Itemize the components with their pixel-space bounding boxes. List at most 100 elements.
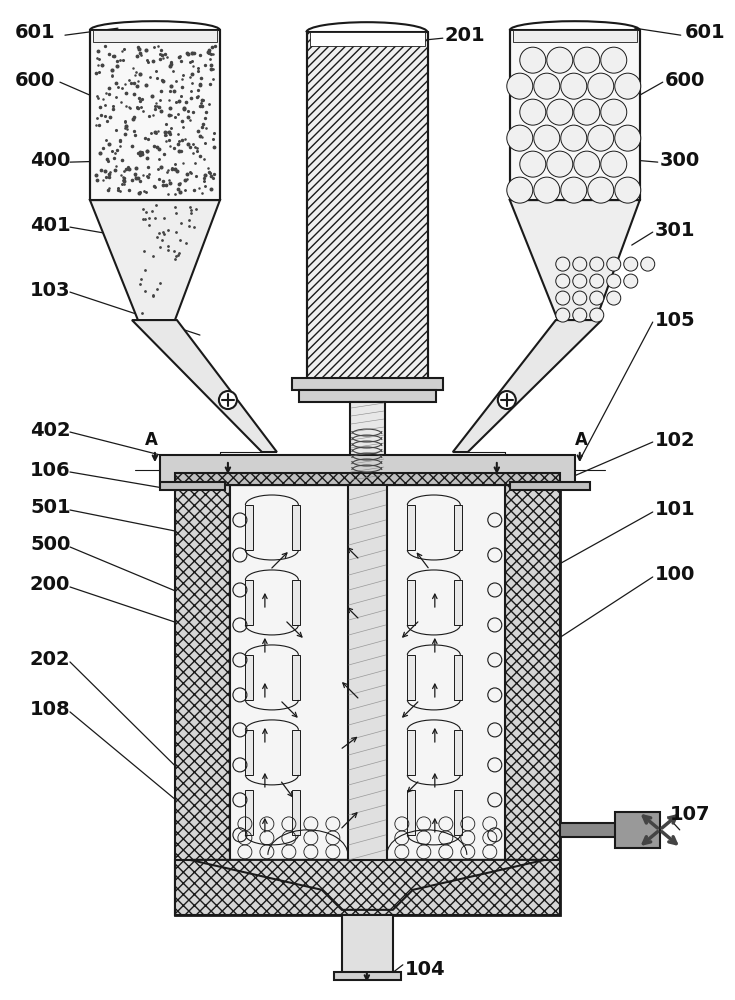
Bar [348, 485, 387, 860]
Bar [453, 580, 462, 625]
Text: 106: 106 [30, 461, 71, 480]
Bar [245, 580, 253, 625]
Text: 107: 107 [670, 805, 710, 824]
Bar [453, 655, 462, 700]
Circle shape [588, 125, 614, 151]
Circle shape [520, 99, 546, 125]
Polygon shape [190, 860, 545, 910]
Text: 101: 101 [655, 500, 695, 519]
Circle shape [573, 308, 587, 322]
Bar [292, 730, 300, 775]
Circle shape [600, 151, 627, 177]
Bar [453, 505, 462, 550]
Circle shape [600, 47, 627, 73]
Text: 105: 105 [655, 311, 695, 330]
Text: A: A [145, 431, 158, 449]
Bar [407, 790, 415, 835]
Circle shape [589, 274, 603, 288]
Circle shape [573, 274, 587, 288]
Circle shape [624, 257, 638, 271]
Bar [230, 485, 505, 860]
Circle shape [534, 73, 560, 99]
Circle shape [614, 177, 641, 203]
Circle shape [507, 125, 533, 151]
Text: 501: 501 [30, 498, 71, 517]
Circle shape [520, 47, 546, 73]
Circle shape [561, 177, 587, 203]
Bar [310, 32, 425, 46]
Text: 108: 108 [30, 700, 71, 719]
Bar [510, 30, 639, 200]
Bar [245, 655, 253, 700]
Circle shape [588, 177, 614, 203]
Bar [407, 730, 415, 775]
Bar [160, 455, 575, 485]
Bar [299, 390, 436, 402]
Text: 601: 601 [15, 23, 56, 42]
Circle shape [547, 99, 573, 125]
Circle shape [573, 291, 587, 305]
Circle shape [588, 73, 614, 99]
Circle shape [574, 99, 600, 125]
Circle shape [614, 125, 641, 151]
Text: 601: 601 [685, 23, 725, 42]
Bar [175, 473, 560, 485]
Text: 400: 400 [30, 151, 71, 170]
Bar [175, 485, 230, 915]
Circle shape [507, 73, 533, 99]
Polygon shape [453, 320, 602, 452]
Circle shape [573, 257, 587, 271]
Circle shape [607, 257, 621, 271]
Polygon shape [510, 200, 639, 320]
Circle shape [589, 308, 603, 322]
Circle shape [607, 291, 621, 305]
Circle shape [574, 47, 600, 73]
Bar [407, 580, 415, 625]
Text: 600: 600 [664, 71, 705, 90]
Text: 402: 402 [30, 421, 71, 440]
Text: 100: 100 [655, 565, 695, 584]
Bar [334, 972, 401, 980]
Bar [407, 505, 415, 550]
Bar [614, 812, 660, 848]
Text: 103: 103 [30, 281, 71, 300]
Text: A: A [575, 431, 588, 449]
Bar [453, 790, 462, 835]
Text: 102: 102 [655, 431, 695, 450]
Circle shape [589, 291, 603, 305]
Circle shape [534, 125, 560, 151]
Bar [292, 378, 442, 390]
Text: 201: 201 [445, 26, 485, 45]
Bar [453, 730, 462, 775]
Circle shape [561, 73, 587, 99]
Bar [350, 402, 385, 480]
Circle shape [600, 99, 627, 125]
Text: 600: 600 [15, 71, 55, 90]
Bar [510, 482, 589, 490]
Bar [292, 790, 300, 835]
Bar [292, 505, 300, 550]
Bar [307, 32, 428, 380]
Circle shape [614, 73, 641, 99]
Circle shape [556, 257, 570, 271]
Bar [93, 30, 217, 42]
Bar [292, 655, 300, 700]
Circle shape [520, 151, 546, 177]
Bar [292, 580, 300, 625]
Circle shape [589, 257, 603, 271]
Circle shape [507, 177, 533, 203]
Circle shape [556, 308, 570, 322]
Circle shape [219, 391, 237, 409]
Bar [505, 485, 560, 915]
Bar [160, 482, 225, 490]
Bar [245, 505, 253, 550]
Circle shape [561, 125, 587, 151]
Bar [560, 823, 639, 837]
Circle shape [534, 177, 560, 203]
Circle shape [574, 151, 600, 177]
Bar [245, 730, 253, 775]
Circle shape [498, 391, 516, 409]
Circle shape [607, 274, 621, 288]
Text: 200: 200 [30, 575, 71, 594]
Bar [245, 790, 253, 835]
